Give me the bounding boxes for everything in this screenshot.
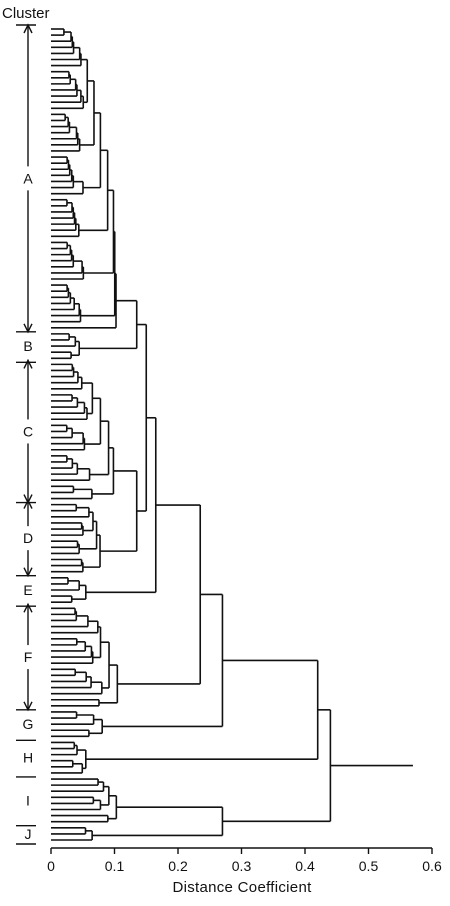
x-tick-label: 0 bbox=[47, 858, 55, 874]
arrow-up bbox=[23, 602, 33, 613]
dendrogram-tree bbox=[51, 28, 413, 841]
x-tick-label: 0.4 bbox=[295, 858, 315, 874]
cluster-label-d: D bbox=[23, 530, 33, 546]
cluster-label-h: H bbox=[23, 750, 33, 766]
cluster-label-i: I bbox=[26, 792, 30, 808]
x-axis: 0 0.1 0.2 0.3 0.4 0.5 0.6 bbox=[47, 847, 442, 874]
x-tick-label: 0.2 bbox=[168, 858, 188, 874]
cluster-label-b: B bbox=[23, 338, 32, 354]
x-tick-label: 0.3 bbox=[232, 858, 252, 874]
cluster-marker-g: G bbox=[16, 716, 36, 742]
cluster-marker-h: H bbox=[16, 750, 36, 778]
x-axis-title: Distance Coefficient bbox=[172, 879, 312, 896]
cluster-label-c: C bbox=[23, 423, 33, 439]
x-tick-label: 0.5 bbox=[359, 858, 379, 874]
arrow-up bbox=[23, 358, 33, 369]
cluster-marker-a: A bbox=[16, 23, 36, 334]
cluster-marker-e: E bbox=[16, 582, 36, 607]
cluster-label-j: J bbox=[25, 826, 32, 842]
cluster-marker-b: B bbox=[16, 338, 36, 363]
cluster-label-a: A bbox=[23, 170, 33, 186]
cluster-markers: A B C D E F G H I J bbox=[16, 23, 36, 845]
cluster-marker-f: F bbox=[16, 602, 36, 712]
cluster-marker-c: C bbox=[16, 358, 36, 505]
cluster-marker-d: D bbox=[16, 499, 36, 578]
cluster-marker-i: I bbox=[16, 792, 36, 827]
x-tick-label: 0.1 bbox=[105, 858, 125, 874]
cluster-label-e: E bbox=[23, 582, 32, 598]
arrow-up bbox=[23, 499, 33, 509]
cluster-marker-j: J bbox=[16, 826, 36, 845]
cluster-header: Cluster bbox=[2, 5, 50, 22]
cluster-label-g: G bbox=[23, 716, 34, 732]
cluster-label-f: F bbox=[24, 649, 33, 665]
x-tick-label: 0.6 bbox=[422, 858, 442, 874]
